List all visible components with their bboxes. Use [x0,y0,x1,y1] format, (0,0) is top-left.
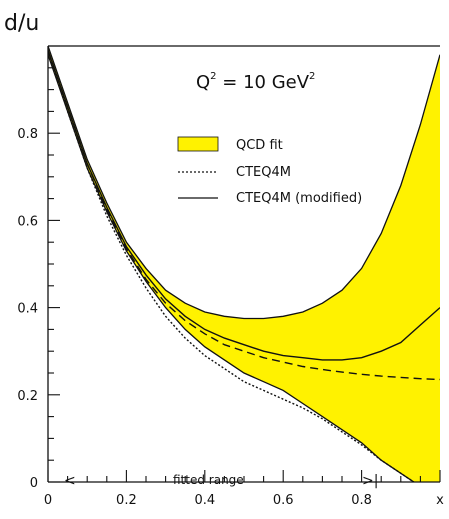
series-line-2 [48,50,440,381]
y-axis-title: d/u [4,11,39,36]
legend-label-qcd-fit: QCD fit [236,138,283,153]
legend-label-cteq4m-modified: CTEQ4M (modified) [236,191,362,206]
fitted-range-label: fitted range [173,473,244,487]
legend: QCD fit CTEQ4M CTEQ4M (modified) [177,136,362,206]
y-tick-label: 0.6 [17,214,38,229]
x-tick-label: 0.8 [351,493,372,508]
y-tick-label: 0.8 [17,127,38,142]
band-upper-edge [48,46,440,320]
y-tick-label: 0.2 [17,389,38,404]
y-tick-label: 0.4 [17,302,38,317]
x-tick-label: x [436,493,444,508]
fitted-range-right-marker: >| [362,473,378,489]
series-line-1 [48,50,416,482]
series-layer [48,50,440,482]
fitted-range: < fitted range >| [64,473,378,489]
fitted-range-left-marker: < [64,473,76,489]
q2-value: = 10 GeV [217,72,310,93]
x-tick-label: 0.4 [194,493,215,508]
q2-symbol-sup: 2 [210,71,216,82]
y-tick-label: 0 [30,476,38,491]
q2-symbol: Q [196,72,210,93]
qcd-fit-band [48,46,440,482]
x-tick-label: 0.6 [273,493,294,508]
legend-label-cteq4m: CTEQ4M [236,165,291,180]
series-line-0 [48,50,440,361]
x-tick-label: 0 [44,493,52,508]
axes-layer: 0 0.2 0.4 0.6 0.8 0 0.2 0.4 0.6 0.8 x [17,45,444,508]
band-layer [48,46,440,482]
legend-swatch-band [177,136,219,152]
q2-unit-sup: 2 [309,71,315,82]
q2-annotation: Q2 = 10 GeV2 [196,71,315,93]
x-tick-label: 0.2 [116,493,137,508]
